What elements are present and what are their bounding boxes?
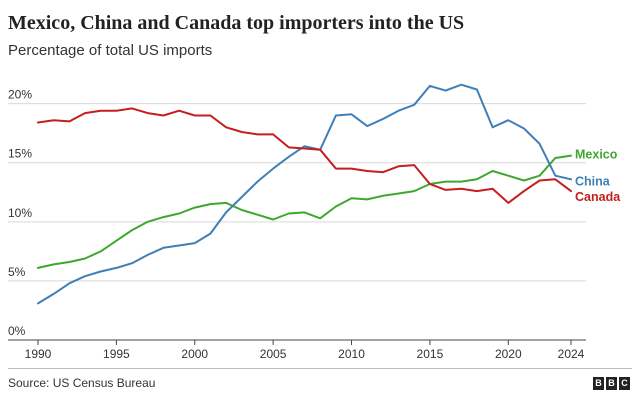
x-tick-label: 2015	[417, 347, 444, 361]
x-tick-label: 1990	[25, 347, 52, 361]
y-tick-label: 15%	[8, 147, 32, 161]
series-label-china: China	[575, 174, 611, 188]
grid: 0% 5% 10% 15% 20%	[8, 88, 586, 341]
logo-letter-b1: B	[593, 377, 604, 390]
x-tick-label: 2005	[260, 347, 287, 361]
series-label-mexico: Mexico	[575, 148, 618, 162]
x-tick-label: 2010	[338, 347, 365, 361]
logo-letter-b2: B	[606, 377, 617, 390]
y-tick-label: 5%	[8, 265, 26, 279]
series-label-canada: Canada	[575, 190, 621, 204]
chart-title: Mexico, China and Canada top importers i…	[8, 12, 465, 34]
footer-divider	[8, 368, 632, 369]
series-line-canada	[37, 107, 572, 204]
x-tick-label: 2024	[558, 347, 585, 361]
source-note: Source: US Census Bureau	[8, 376, 156, 390]
series-lines	[37, 83, 572, 305]
bbc-logo: B B C	[593, 377, 630, 390]
y-tick-label: 20%	[8, 88, 32, 102]
x-tick-label: 2000	[181, 347, 208, 361]
series-line-mexico	[37, 154, 572, 269]
x-tick-label: 1995	[103, 347, 130, 361]
x-axis: 1990 1995 2000 2005 2010 2015 2020 2024	[25, 340, 585, 361]
y-tick-label: 0%	[8, 324, 26, 338]
series-labels: Mexico China Canada	[575, 148, 621, 204]
y-tick-label: 10%	[8, 206, 32, 220]
logo-letter-c: C	[619, 377, 630, 390]
chart-subtitle: Percentage of total US imports	[8, 42, 213, 59]
series-line-china	[37, 83, 572, 305]
x-tick-label: 2020	[495, 347, 522, 361]
